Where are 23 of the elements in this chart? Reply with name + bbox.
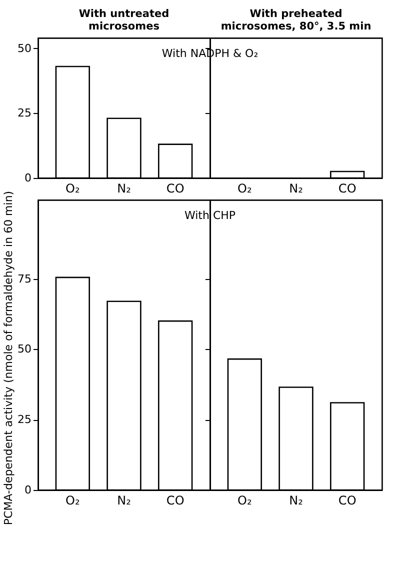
x-tick-label: O₂ (66, 182, 80, 196)
y-tick-label: 75 (18, 272, 32, 286)
x-tick-label: CO (166, 494, 184, 508)
y-tick-label: 50 (18, 342, 32, 356)
chart-title: With preheated microsomes, 80°, 3.5 min (220, 8, 372, 32)
y-tick-label: 0 (24, 484, 32, 496)
x-tick-label: CO (338, 182, 356, 196)
x-tick-label: O₂ (238, 182, 252, 196)
y-tick-label: 25 (18, 106, 32, 120)
annotation: With CHP (184, 209, 236, 222)
x-tick-label: CO (166, 182, 184, 196)
y-tick-label: 0 (24, 172, 32, 184)
x-tick-label: CO (338, 494, 356, 508)
x-tick-label: N₂ (117, 182, 132, 196)
x-tick-label: N₂ (117, 494, 132, 508)
x-tick-label: O₂ (238, 494, 252, 508)
y-tick-label: 25 (18, 413, 32, 426)
y-axis-title: PCMA-dependent activity (nmole of formaldehyde in 60 min) (2, 190, 15, 526)
y-tick-label: 50 (18, 42, 32, 55)
x-tick-label: O₂ (66, 494, 80, 508)
x-tick-label: N₂ (289, 182, 304, 196)
x-tick-label: N₂ (289, 494, 304, 508)
chart-title: With untreated microsomes (78, 8, 170, 32)
